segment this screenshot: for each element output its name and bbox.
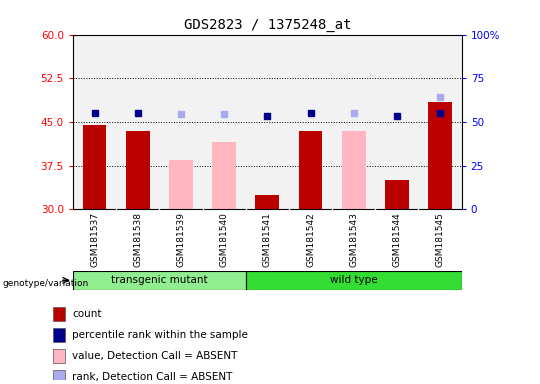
Bar xyxy=(428,101,452,209)
Text: GSM181545: GSM181545 xyxy=(436,212,444,267)
Text: GSM181542: GSM181542 xyxy=(306,212,315,267)
Text: percentile rank within the sample: percentile rank within the sample xyxy=(72,330,248,340)
Text: GSM181537: GSM181537 xyxy=(90,212,99,267)
Bar xyxy=(126,131,150,209)
Bar xyxy=(169,160,193,209)
Text: wild type: wild type xyxy=(330,275,377,285)
Text: GSM181544: GSM181544 xyxy=(393,212,401,267)
Text: rank, Detection Call = ABSENT: rank, Detection Call = ABSENT xyxy=(72,372,233,382)
Text: count: count xyxy=(72,309,102,319)
Text: GSM181543: GSM181543 xyxy=(349,212,358,267)
Bar xyxy=(246,271,462,290)
Bar xyxy=(73,271,246,290)
Text: GSM181541: GSM181541 xyxy=(263,212,272,267)
Bar xyxy=(53,328,65,342)
Text: GSM181539: GSM181539 xyxy=(177,212,185,267)
Bar xyxy=(212,142,236,209)
Bar xyxy=(83,125,106,209)
Bar xyxy=(342,131,366,209)
Text: GSM181540: GSM181540 xyxy=(220,212,228,267)
Title: GDS2823 / 1375248_at: GDS2823 / 1375248_at xyxy=(184,18,351,32)
Bar xyxy=(53,370,65,384)
Bar xyxy=(385,180,409,209)
Text: value, Detection Call = ABSENT: value, Detection Call = ABSENT xyxy=(72,351,238,361)
Text: genotype/variation: genotype/variation xyxy=(3,279,89,288)
Text: GSM181538: GSM181538 xyxy=(133,212,142,267)
Bar xyxy=(299,131,322,209)
Bar xyxy=(255,195,279,209)
Bar xyxy=(53,349,65,363)
Text: transgenic mutant: transgenic mutant xyxy=(111,275,207,285)
Bar xyxy=(53,307,65,321)
